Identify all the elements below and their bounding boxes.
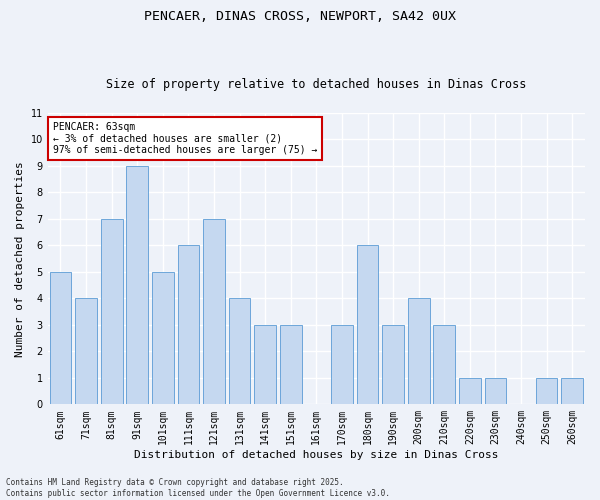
Text: PENCAER, DINAS CROSS, NEWPORT, SA42 0UX: PENCAER, DINAS CROSS, NEWPORT, SA42 0UX [144, 10, 456, 23]
Bar [536, 378, 557, 404]
Bar [127, 166, 148, 404]
Bar [178, 246, 199, 404]
Y-axis label: Number of detached properties: Number of detached properties [15, 161, 25, 356]
Bar [75, 298, 97, 405]
Text: Contains HM Land Registry data © Crown copyright and database right 2025.
Contai: Contains HM Land Registry data © Crown c… [6, 478, 390, 498]
Title: Size of property relative to detached houses in Dinas Cross: Size of property relative to detached ho… [106, 78, 527, 91]
Bar [331, 325, 353, 404]
Bar [152, 272, 173, 404]
Bar [203, 219, 225, 404]
Bar [459, 378, 481, 404]
X-axis label: Distribution of detached houses by size in Dinas Cross: Distribution of detached houses by size … [134, 450, 499, 460]
Bar [382, 325, 404, 404]
Bar [433, 325, 455, 404]
Bar [50, 272, 71, 404]
Text: PENCAER: 63sqm
← 3% of detached houses are smaller (2)
97% of semi-detached hous: PENCAER: 63sqm ← 3% of detached houses a… [53, 122, 317, 155]
Bar [485, 378, 506, 404]
Bar [562, 378, 583, 404]
Bar [229, 298, 250, 405]
Bar [280, 325, 302, 404]
Bar [254, 325, 276, 404]
Bar [101, 219, 122, 404]
Bar [408, 298, 430, 405]
Bar [356, 246, 379, 404]
